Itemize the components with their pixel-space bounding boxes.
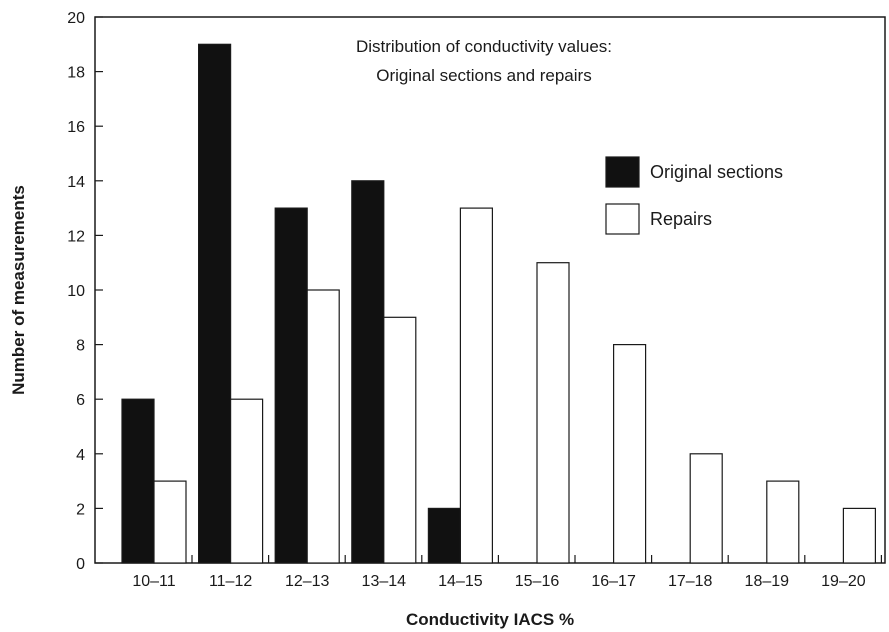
bar-repairs [306,289,340,564]
x-tick-label: 13–14 [362,573,407,590]
bars-group [121,43,877,564]
bar-repairs [766,480,800,564]
x-tick-label: 19–20 [821,573,866,590]
bar-original-sections [351,180,385,564]
chart-subtitle: Original sections and repairs [376,66,591,85]
legend-swatch-repairs [605,203,640,235]
bar-repairs [459,207,493,564]
x-tick-label: 15–16 [515,573,560,590]
bar-original-sections [121,398,155,564]
bar-original-sections [198,43,232,564]
bar-repairs [612,344,647,564]
y-tick-label: 10 [67,283,85,300]
y-tick-label: 16 [67,119,85,136]
x-tick-label: 17–18 [668,573,713,590]
y-tick-label: 0 [76,556,85,573]
legend-label-repairs: Repairs [650,209,712,229]
y-axis: 0 2 4 6 8 10 12 14 16 18 20 [67,10,103,573]
legend-swatch-original [605,156,640,188]
x-tick-label: 14–15 [438,573,483,590]
legend: Original sections Repairs [605,156,783,235]
x-axis-title: Conductivity IACS % [406,610,574,629]
y-tick-label: 8 [76,338,85,355]
bar-repairs [153,480,187,564]
bar-original-sections [427,507,461,564]
chart-title: Distribution of conductivity values: [356,37,612,56]
y-tick-label: 20 [67,10,85,27]
bar-repairs [536,262,570,564]
bar-original-sections [274,207,308,564]
y-tick-label: 4 [76,447,85,464]
bar-repairs [383,316,417,564]
y-tick-label: 14 [67,174,85,191]
y-tick-label: 12 [67,228,85,245]
bar-repairs [689,453,723,564]
y-tick-label: 6 [76,392,85,409]
y-axis-title: Number of measurements [9,185,28,395]
legend-label-original: Original sections [650,162,783,182]
x-axis: 10–11 11–12 12–13 13–14 14–15 15–16 16–17 17–18… [132,555,883,590]
y-tick-label: 18 [67,65,85,82]
x-tick-label: 11–12 [209,573,252,590]
x-tick-label: 16–17 [591,573,636,590]
x-tick-label: 18–19 [745,573,790,590]
bar-repairs [230,398,264,564]
bar-repairs [842,507,877,564]
y-tick-label: 2 [76,501,85,518]
x-tick-label: 10–11 [132,573,175,590]
x-tick-label: 12–13 [285,573,330,590]
